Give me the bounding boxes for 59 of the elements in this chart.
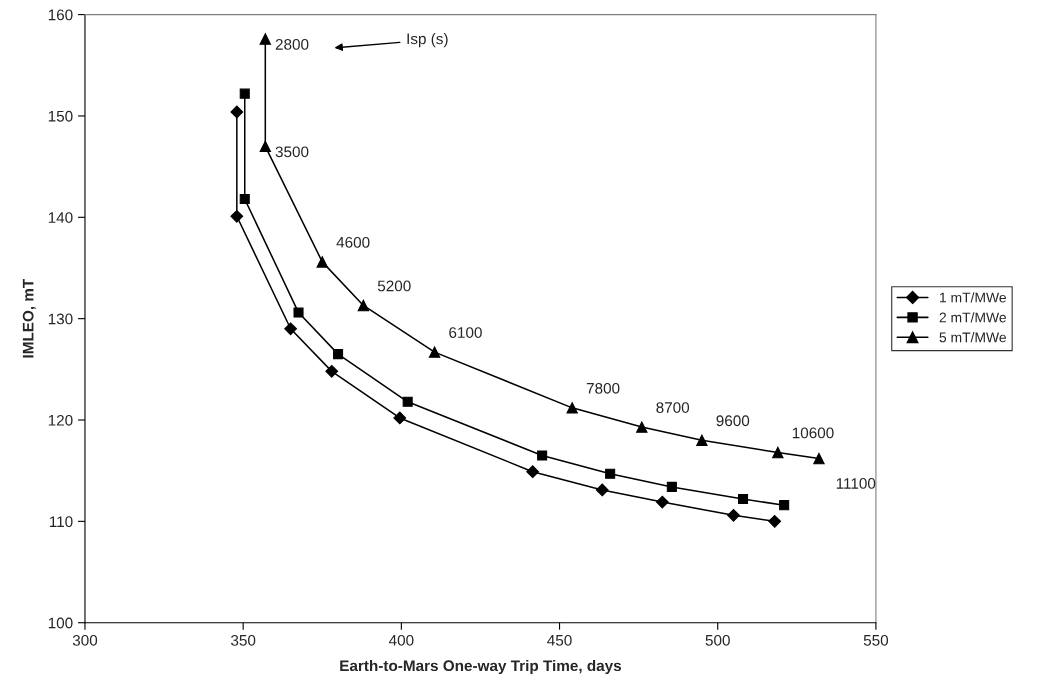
annotation: 8700 [656, 402, 690, 413]
annotation: 5200 [377, 280, 411, 292]
x-tick-label: 500 [705, 634, 730, 646]
point [696, 434, 708, 447]
annotation: Isp (s) [407, 33, 448, 48]
point [333, 349, 344, 360]
point [595, 483, 609, 497]
point [428, 346, 441, 358]
y-axis-title: IMLEO, mT [22, 278, 36, 358]
annotation: 2800 [275, 38, 309, 50]
x-tick-label: 550 [863, 634, 889, 646]
point [768, 514, 782, 528]
y-tick-label: 110 [49, 516, 73, 528]
point [813, 452, 825, 465]
point [230, 105, 244, 119]
legend-label: 5 mT/MWe [939, 332, 1006, 343]
point [259, 33, 272, 45]
legend-label: 2 mT/MWe [939, 312, 1006, 323]
point [636, 421, 648, 433]
point [316, 256, 328, 268]
y-tick-label: 130 [48, 313, 73, 325]
y-tick-label: 160 [48, 9, 73, 21]
annotation: 9600 [716, 415, 750, 427]
x-tick-label: 400 [388, 634, 414, 646]
point [738, 494, 749, 505]
y-tick-label: 100 [48, 617, 73, 629]
x-tick-label: 350 [231, 634, 256, 646]
point [230, 209, 244, 223]
y-tick-label: 140 [48, 212, 73, 223]
annotation: 11100 [836, 478, 876, 489]
point [566, 402, 578, 414]
annotation: 10600 [792, 427, 834, 439]
point [393, 411, 407, 425]
x-tick-label: 450 [547, 634, 572, 646]
point [727, 508, 740, 522]
x-axis-title: Earth-to-Mars One-way Trip Time, days [340, 659, 622, 675]
annotation: 7800 [586, 382, 620, 394]
point [772, 446, 784, 459]
point [259, 140, 272, 153]
point [239, 88, 250, 99]
legend-label: 1 mT/MWe [940, 292, 1006, 303]
point [357, 299, 370, 312]
y-tick-label: 120 [48, 414, 73, 426]
point [526, 465, 540, 479]
point [779, 500, 790, 511]
point [293, 307, 304, 318]
annotation: 4600 [336, 236, 370, 248]
point [655, 495, 669, 509]
x-tick-label: 300 [72, 634, 98, 646]
annotation: 3500 [275, 146, 309, 158]
point [325, 364, 339, 378]
annotation: 6100 [449, 327, 482, 338]
point [537, 450, 548, 461]
point [239, 194, 250, 205]
point [605, 468, 616, 479]
point [666, 481, 677, 492]
y-tick-label: 150 [48, 110, 73, 122]
point [284, 322, 298, 336]
point [402, 396, 413, 407]
